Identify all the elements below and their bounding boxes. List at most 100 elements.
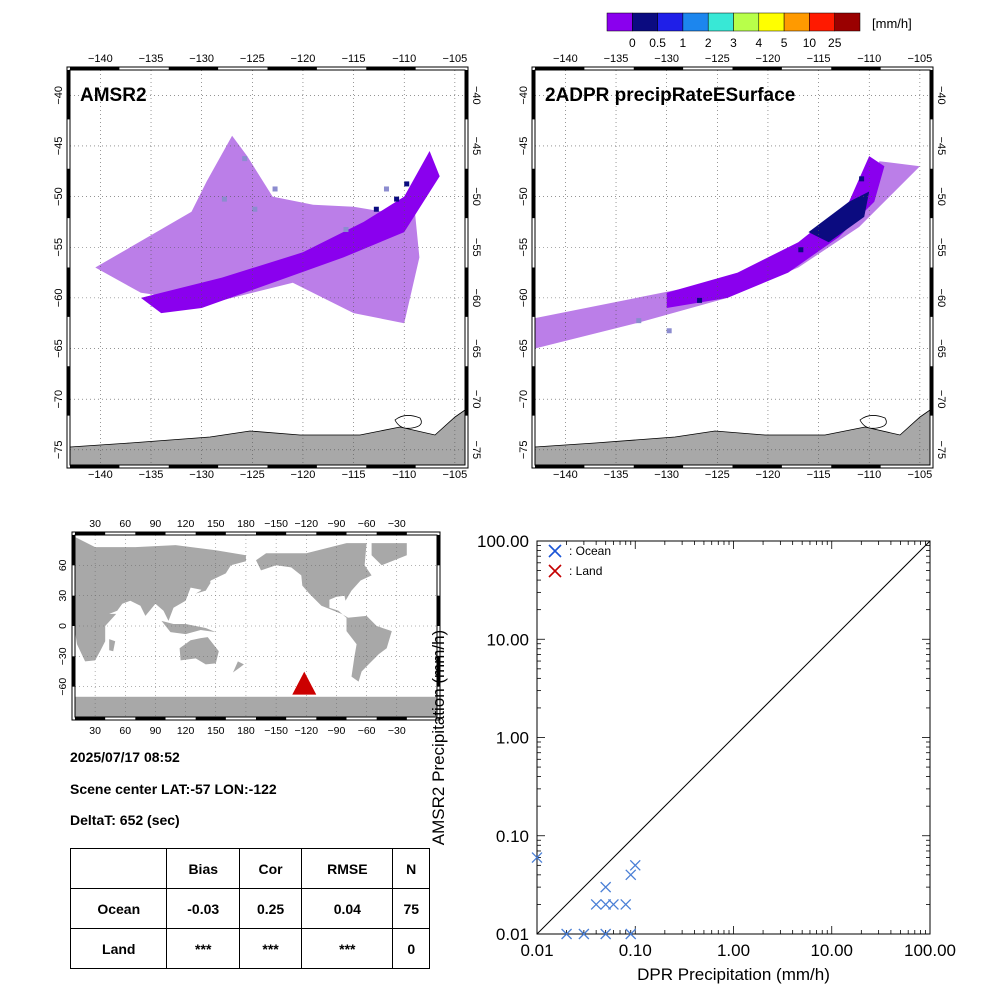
precip-pixel bbox=[242, 156, 248, 162]
lon-tick-label-top: −135 bbox=[139, 53, 164, 65]
world-lon-tick-bottom: −90 bbox=[328, 725, 346, 737]
world-lat-tick-left: 60 bbox=[57, 559, 69, 571]
world-lat-tick-left: −30 bbox=[57, 647, 69, 665]
data-point bbox=[590, 898, 602, 910]
colorbar-swatch bbox=[809, 12, 835, 32]
world-lon-tick-bottom: 150 bbox=[207, 725, 225, 737]
colorbar-tick-label: 5 bbox=[781, 36, 788, 50]
scatter-plot: 0.010.01 0.10 0.10 1.00 1.00 10.00 10.00 100.00… bbox=[429, 532, 956, 984]
world-lon-tick-top: −30 bbox=[388, 518, 406, 530]
lon-tick-label-top: −130 bbox=[189, 53, 214, 65]
lon-tick-label-top: −110 bbox=[392, 53, 416, 65]
lon-tick-label-top: −110 bbox=[857, 53, 881, 65]
world-lon-tick-top: −150 bbox=[264, 518, 288, 530]
frame-segment bbox=[437, 595, 440, 626]
indonesia-land bbox=[161, 620, 216, 635]
colorbar-tick-label: 4 bbox=[755, 36, 762, 50]
colorbar-swatch bbox=[707, 12, 734, 32]
lon-tick-label-bottom: −105 bbox=[442, 469, 467, 481]
precip-pixel bbox=[221, 196, 227, 202]
amsr2-map-title: AMSR2 bbox=[80, 85, 147, 106]
lat-tick-label-right: −45 bbox=[470, 137, 482, 156]
precip-pixel bbox=[697, 297, 703, 303]
australia-land bbox=[179, 637, 219, 665]
world-lon-tick-top: −120 bbox=[294, 518, 318, 530]
frame-segment bbox=[366, 67, 416, 70]
world-lat-tick-left: 0 bbox=[57, 623, 69, 629]
frame-segment bbox=[732, 67, 782, 70]
north-america-land bbox=[256, 543, 372, 618]
x-tick-label: 10.00 bbox=[810, 941, 853, 960]
frame-segment bbox=[831, 67, 881, 70]
madagascar-land bbox=[109, 639, 116, 652]
lat-tick-label-left: −40 bbox=[53, 86, 65, 105]
stats-n-value: 75 bbox=[392, 888, 430, 929]
world-lon-tick-top: 180 bbox=[237, 518, 255, 530]
dpr-swath-light bbox=[535, 161, 920, 349]
data-point bbox=[600, 898, 612, 910]
scene-location-marker bbox=[292, 671, 317, 695]
world-lon-tick-top: −60 bbox=[358, 518, 376, 530]
precip-pixel bbox=[383, 186, 389, 192]
one-to-one-line bbox=[536, 540, 931, 935]
lat-tick-label-right: −40 bbox=[935, 86, 947, 105]
world-lon-tick-bottom: −60 bbox=[358, 725, 376, 737]
lon-tick-label-bottom: −125 bbox=[705, 469, 730, 481]
lat-tick-label-right: −55 bbox=[935, 238, 947, 257]
y-tick-label: 0.01 bbox=[496, 925, 529, 944]
lat-tick-label-right: −60 bbox=[470, 289, 482, 308]
lat-tick-label-right: −70 bbox=[935, 390, 947, 409]
lat-tick-label-left: −60 bbox=[518, 289, 530, 308]
precip-pixel bbox=[636, 318, 642, 324]
precip-pixel bbox=[343, 226, 349, 232]
lat-tick-label-left: −65 bbox=[53, 339, 65, 358]
lat-tick-label-left: −50 bbox=[53, 187, 65, 206]
data-point bbox=[600, 881, 612, 893]
map-outer-frame bbox=[531, 66, 934, 469]
frame-segment bbox=[532, 168, 535, 219]
lat-tick-label-left: −75 bbox=[518, 440, 530, 459]
world-lon-tick-bottom: −30 bbox=[388, 725, 406, 737]
world-lat-tick-right: 60 bbox=[443, 559, 445, 571]
lat-tick-label-left: −75 bbox=[53, 440, 65, 459]
frame-segment bbox=[195, 717, 226, 720]
world-lon-tick-top: 60 bbox=[119, 518, 131, 530]
world-lat-tick-right: 30 bbox=[443, 590, 445, 602]
ice-sheet-land bbox=[535, 451, 930, 465]
y-axis-label: AMSR2 Precipitation (mm/h) bbox=[429, 630, 448, 845]
stats-header-n: N bbox=[392, 848, 430, 889]
y-tick-label: 0.10 bbox=[496, 827, 529, 846]
frame-segment bbox=[732, 465, 782, 468]
colorbar-swatch bbox=[632, 12, 658, 32]
stats-bias-value: -0.03 bbox=[166, 888, 240, 929]
frame-segment bbox=[256, 717, 287, 720]
data-point bbox=[625, 928, 637, 940]
stats-n-value: 0 bbox=[392, 928, 430, 969]
lon-tick-label-top: −120 bbox=[291, 53, 316, 65]
data-point bbox=[531, 852, 543, 864]
colorbar-tick-label: 3 bbox=[730, 36, 737, 50]
world-lon-tick-top: −90 bbox=[328, 518, 346, 530]
lat-tick-label-left: −45 bbox=[53, 137, 65, 156]
colorbar-tick-label: 2 bbox=[705, 36, 712, 50]
frame-segment bbox=[437, 656, 440, 687]
frame-segment bbox=[67, 70, 70, 120]
stats-row-label: Ocean bbox=[69, 888, 168, 929]
colorbar-tick-labels: 0 0.5 1 2 3 4 5 10 25 bbox=[629, 36, 842, 50]
world-lon-tick-bottom: 90 bbox=[150, 725, 162, 737]
amsr2-swath-band bbox=[140, 151, 440, 314]
frame-segment bbox=[930, 70, 933, 120]
world-lon-tick-bottom: 30 bbox=[89, 725, 101, 737]
colorbar: [mm/h] 0 0.5 1 2 3 4 5 10 25 bbox=[606, 12, 912, 50]
frame-segment bbox=[535, 465, 585, 468]
lon-tick-label-bottom: −110 bbox=[392, 469, 416, 481]
stats-header-bias: Bias bbox=[166, 848, 240, 889]
precip-pixel bbox=[252, 206, 258, 212]
map-frame bbox=[534, 69, 931, 466]
lon-tick-label-bottom: −140 bbox=[88, 469, 113, 481]
lat-tick-label-left: −45 bbox=[518, 137, 530, 156]
world-lon-tick-bottom: 120 bbox=[177, 725, 195, 737]
precip-pixel bbox=[859, 176, 865, 182]
colorbar-swatch bbox=[606, 12, 633, 32]
x-tick-label: 100.00 bbox=[904, 941, 956, 960]
